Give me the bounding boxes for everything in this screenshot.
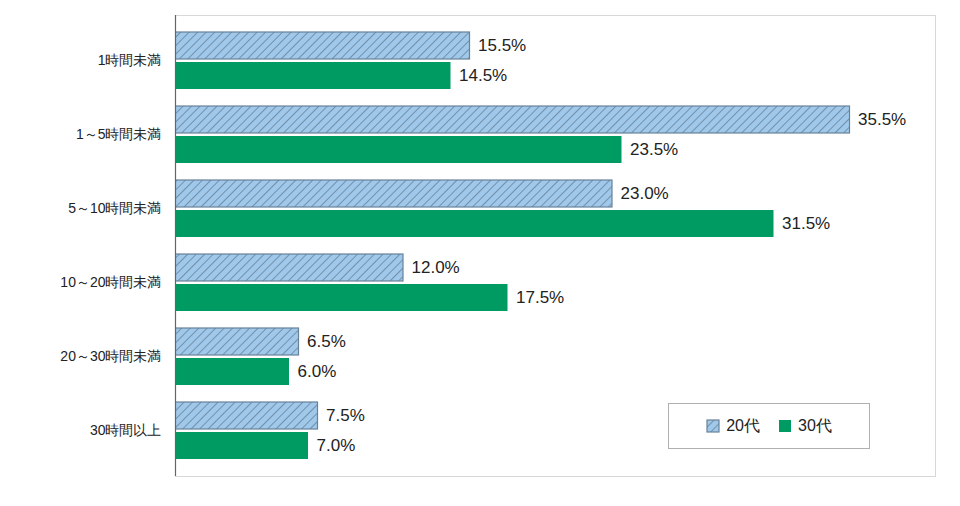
svg-text:6.0%: 6.0% — [298, 362, 337, 381]
svg-text:1～5時間未満: 1～5時間未満 — [76, 126, 162, 142]
svg-text:12.0%: 12.0% — [412, 258, 460, 277]
svg-text:1時間未満: 1時間未満 — [98, 52, 162, 68]
svg-text:35.5%: 35.5% — [858, 110, 906, 129]
svg-text:31.5%: 31.5% — [782, 214, 830, 233]
svg-text:14.5%: 14.5% — [459, 66, 507, 85]
svg-text:15.5%: 15.5% — [478, 36, 526, 55]
svg-text:23.5%: 23.5% — [630, 140, 678, 159]
html-text:30代: 30代 — [798, 416, 832, 434]
svg-text:6.5%: 6.5% — [307, 332, 346, 351]
svg-text:10～20時間未満: 10～20時間未満 — [60, 274, 161, 290]
svg-text:23.0%: 23.0% — [621, 184, 669, 203]
svg-text:17.5%: 17.5% — [516, 288, 564, 307]
html-text:20代: 20代 — [726, 416, 760, 434]
svg-text:5～10時間未満: 5～10時間未満 — [68, 200, 161, 216]
svg-text:7.0%: 7.0% — [317, 436, 356, 455]
svg-text:20～30時間未満: 20～30時間未満 — [60, 348, 161, 364]
svg-text:7.5%: 7.5% — [326, 406, 365, 425]
svg-text:30時間以上: 30時間以上 — [90, 422, 162, 438]
